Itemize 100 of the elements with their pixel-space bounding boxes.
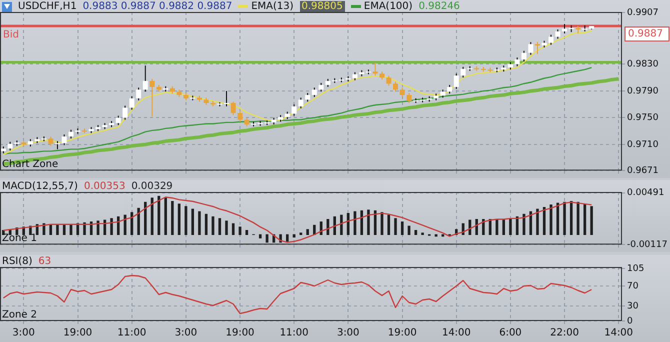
x-tick-label: 11:00 bbox=[117, 328, 146, 339]
y-tick-label: 0.9710 bbox=[627, 140, 659, 150]
legend-label: EMA(13) bbox=[251, 1, 294, 12]
y-tick-label: 0.9750 bbox=[627, 113, 659, 124]
y-tick-label: 0.00491 bbox=[627, 188, 664, 198]
x-tick-label: 19:00 bbox=[388, 328, 417, 339]
candlestick bbox=[406, 92, 412, 104]
candlestick bbox=[386, 75, 392, 86]
bar bbox=[434, 234, 438, 237]
candlestick bbox=[393, 81, 398, 92]
x-tick-label: 11:00 bbox=[280, 328, 309, 339]
candlestick bbox=[454, 73, 459, 90]
x-tick-label: 3:00 bbox=[336, 328, 360, 339]
x-tick-label: 6:00 bbox=[499, 328, 522, 339]
y-tick-label: 0.9830 bbox=[627, 60, 659, 70]
bar bbox=[198, 211, 201, 235]
candlestick bbox=[400, 87, 405, 98]
bar bbox=[150, 198, 154, 235]
bar bbox=[225, 220, 228, 235]
candlestick bbox=[528, 42, 534, 56]
bar bbox=[164, 198, 167, 235]
candlestick bbox=[48, 136, 54, 146]
annotation: 0.9883 0.9887 0.9882 0.9887 bbox=[82, 1, 232, 12]
bar bbox=[550, 204, 552, 235]
bar bbox=[191, 208, 194, 235]
bar bbox=[400, 222, 404, 235]
annotation: 63 bbox=[38, 256, 52, 267]
bar bbox=[590, 206, 593, 235]
candlestick bbox=[460, 66, 466, 78]
y-tick-label: -0.00117 bbox=[627, 240, 668, 250]
bar bbox=[306, 229, 309, 235]
bar bbox=[522, 214, 526, 235]
bar bbox=[408, 226, 410, 235]
candlestick bbox=[312, 87, 317, 98]
bar bbox=[266, 234, 268, 243]
bar bbox=[178, 204, 180, 235]
x-tick-label: 19:00 bbox=[63, 328, 92, 339]
bar bbox=[340, 214, 343, 235]
bar bbox=[583, 204, 586, 235]
x-tick-label: 3:00 bbox=[174, 328, 198, 339]
candlestick bbox=[116, 115, 121, 126]
bar bbox=[171, 201, 174, 235]
candlestick bbox=[238, 110, 243, 122]
bar bbox=[212, 216, 214, 235]
bar bbox=[394, 218, 397, 235]
bar bbox=[570, 201, 573, 235]
bar bbox=[354, 211, 356, 235]
bar bbox=[158, 196, 160, 235]
text: 0.00353 bbox=[84, 181, 126, 192]
chart-title: MACD(12,55,7) bbox=[2, 181, 78, 192]
x-tick-label: 22:00 bbox=[550, 328, 579, 339]
candlestick bbox=[129, 96, 134, 110]
bar bbox=[542, 207, 546, 235]
annotation: Zone 2 bbox=[2, 310, 37, 321]
x-tick-label: 3:00 bbox=[12, 328, 35, 339]
candlestick bbox=[372, 62, 378, 76]
bar bbox=[96, 220, 100, 235]
x-tick-label: 14:00 bbox=[442, 328, 471, 339]
candlestick bbox=[122, 105, 128, 120]
y-tick-label: 0.9671 bbox=[627, 166, 658, 176]
bar bbox=[536, 208, 539, 235]
bar bbox=[110, 218, 113, 235]
chart-title: USDCHF,H1 bbox=[18, 1, 77, 12]
candlestick bbox=[562, 24, 568, 34]
bar bbox=[563, 202, 566, 235]
candlestick bbox=[224, 90, 229, 107]
bar bbox=[62, 224, 66, 235]
candlestick bbox=[142, 65, 148, 92]
y-tick-label: 0.9907 bbox=[627, 8, 658, 18]
bar bbox=[509, 218, 512, 235]
y-tick-label: 105 bbox=[627, 264, 644, 274]
y-tick-label: 0 bbox=[627, 316, 633, 326]
candlestick bbox=[298, 97, 304, 109]
text: 0.00329 bbox=[131, 181, 173, 192]
candlestick bbox=[555, 28, 560, 40]
x-tick-label: 19:00 bbox=[226, 328, 254, 339]
chart-title: RSI(8) bbox=[2, 256, 32, 267]
x-tick-label: 14:00 bbox=[604, 328, 634, 339]
text: 0.9887 bbox=[628, 28, 663, 40]
bar bbox=[124, 214, 126, 235]
candlestick bbox=[136, 87, 142, 101]
bar bbox=[367, 210, 370, 235]
bar bbox=[380, 212, 384, 235]
candlestick bbox=[534, 42, 540, 55]
bar bbox=[258, 234, 262, 238]
candlestick bbox=[292, 104, 297, 116]
bar bbox=[204, 214, 208, 235]
bar bbox=[218, 218, 222, 235]
candlestick bbox=[150, 78, 155, 117]
y-tick-label: 70 bbox=[627, 281, 639, 292]
candlestick bbox=[230, 101, 236, 116]
bar bbox=[414, 230, 418, 235]
bar bbox=[496, 218, 498, 235]
bar bbox=[576, 202, 580, 235]
y-tick-label: 0.9790 bbox=[627, 86, 659, 96]
legend-label: EMA(100) bbox=[364, 1, 413, 12]
y-tick-label: 30 bbox=[627, 301, 639, 312]
bar bbox=[556, 202, 560, 235]
bar bbox=[184, 206, 188, 235]
bar bbox=[387, 214, 390, 235]
